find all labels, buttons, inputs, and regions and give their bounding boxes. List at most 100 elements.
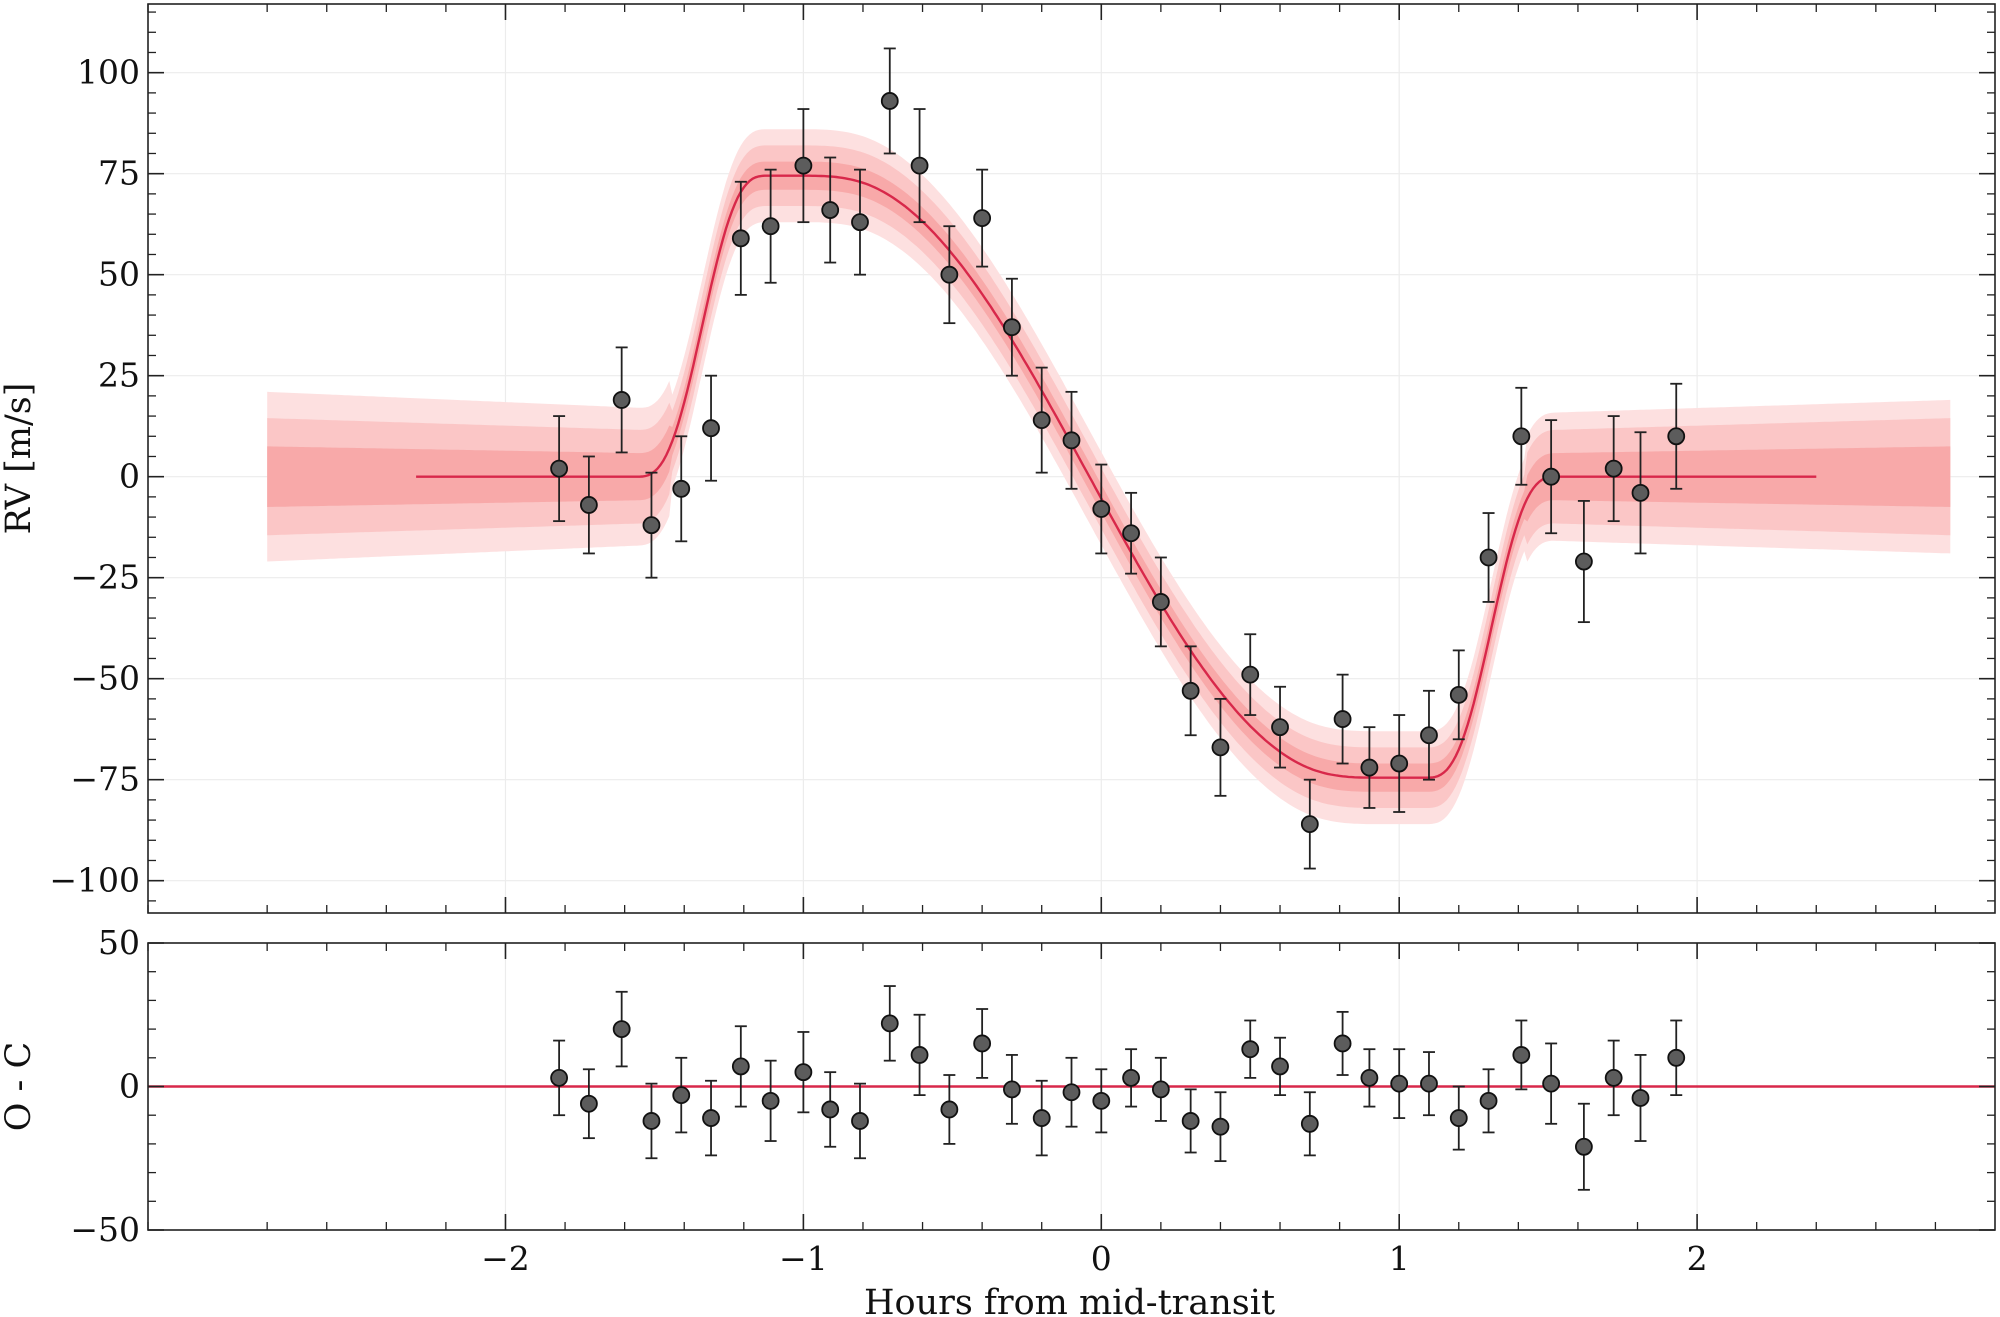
rv-point bbox=[1574, 500, 1593, 624]
model-line bbox=[416, 174, 1817, 779]
rv-marker bbox=[612, 391, 631, 409]
oc-marker bbox=[761, 1091, 780, 1110]
bottom-x-tick-label: 1 bbox=[1389, 1239, 1410, 1278]
rv-point bbox=[672, 435, 691, 543]
rv-marker bbox=[1211, 738, 1230, 757]
oc-point bbox=[1092, 1068, 1111, 1134]
oc-point bbox=[731, 1025, 750, 1108]
model-curve bbox=[416, 174, 1817, 779]
oc-marker bbox=[1300, 1114, 1319, 1133]
top-y-tick-label: −25 bbox=[70, 558, 140, 597]
oc-point bbox=[642, 1082, 661, 1160]
rv-point bbox=[612, 346, 631, 454]
oc-point bbox=[579, 1068, 598, 1140]
top-y-tick-label: 0 bbox=[119, 457, 140, 496]
oc-marker bbox=[1062, 1083, 1081, 1102]
oc-point bbox=[1181, 1088, 1200, 1154]
rv-marker bbox=[1241, 665, 1260, 684]
residual-data-points bbox=[550, 985, 1686, 1191]
oc-marker bbox=[1667, 1048, 1686, 1067]
oc-marker bbox=[1512, 1046, 1531, 1064]
rv-point bbox=[1360, 726, 1379, 809]
rv-point bbox=[731, 180, 750, 296]
rv-marker bbox=[821, 201, 840, 219]
rv-marker bbox=[1032, 411, 1051, 430]
rv-point bbox=[880, 47, 899, 155]
rv-marker bbox=[1122, 524, 1140, 543]
oc-marker bbox=[1479, 1091, 1498, 1110]
rv-point bbox=[1390, 714, 1409, 813]
oc-marker bbox=[851, 1112, 869, 1130]
rv-marker bbox=[1062, 431, 1081, 450]
oc-marker bbox=[1449, 1109, 1468, 1127]
rv-point bbox=[1512, 386, 1531, 486]
top-plot-frame bbox=[147, 3, 1996, 914]
oc-marker bbox=[1271, 1057, 1289, 1076]
rv-marker bbox=[1003, 318, 1021, 337]
oc-marker bbox=[973, 1034, 992, 1053]
oc-marker bbox=[1390, 1074, 1409, 1093]
oc-marker bbox=[880, 1014, 899, 1033]
oc-marker bbox=[1574, 1137, 1593, 1156]
rv-marker bbox=[794, 156, 813, 175]
rv-point bbox=[1333, 673, 1352, 765]
rv-point bbox=[579, 455, 598, 555]
oc-point bbox=[1449, 1085, 1468, 1151]
rv-point bbox=[1449, 649, 1468, 741]
rv-marker bbox=[550, 459, 569, 478]
oc-point bbox=[672, 1056, 691, 1134]
top-y-tick-label: −50 bbox=[70, 659, 140, 698]
rv-marker bbox=[642, 516, 661, 535]
oc-point bbox=[1003, 1054, 1021, 1125]
bottom-ticks bbox=[147, 942, 1995, 1231]
rv-point bbox=[761, 168, 780, 284]
oc-point bbox=[1631, 1054, 1650, 1142]
rv-marker bbox=[1092, 500, 1111, 518]
rv-point bbox=[1604, 415, 1623, 523]
oc-point bbox=[1542, 1042, 1561, 1125]
rv-point bbox=[1092, 463, 1111, 555]
rv-marker bbox=[761, 217, 780, 236]
oc-point bbox=[612, 990, 631, 1068]
oc-marker bbox=[550, 1068, 569, 1087]
oc-point bbox=[1390, 1048, 1409, 1119]
top-tick-labels: −100 −75 −50 −25 0 25 50 75 100 bbox=[49, 53, 140, 900]
top-y-tick-label: −75 bbox=[70, 760, 140, 799]
band-outer bbox=[267, 129, 1951, 825]
oc-marker bbox=[940, 1100, 959, 1119]
top-y-tick-label: −100 bbox=[49, 861, 140, 900]
top-ticks bbox=[147, 4, 1995, 913]
rv-marker bbox=[1512, 427, 1531, 446]
oc-marker bbox=[910, 1046, 929, 1064]
top-y-tick-label: 75 bbox=[98, 154, 140, 193]
oc-point bbox=[1667, 1019, 1686, 1097]
rv-marker bbox=[910, 156, 929, 175]
rv-marker bbox=[1604, 459, 1623, 478]
oc-point bbox=[1241, 1019, 1260, 1079]
oc-point bbox=[821, 1071, 840, 1148]
bottom-panel: −2 −1 0 1 2 −50 0 50 O - C Hours from mid-trans… bbox=[0, 923, 1996, 1317]
oc-marker bbox=[1333, 1034, 1352, 1053]
rv-marker bbox=[1333, 710, 1352, 728]
oc-point bbox=[1122, 1048, 1140, 1108]
oc-marker bbox=[1003, 1080, 1021, 1099]
rv-marker bbox=[579, 496, 598, 514]
oc-point bbox=[851, 1082, 869, 1160]
rv-point bbox=[1542, 419, 1561, 535]
top-y-tick-label: 25 bbox=[98, 356, 140, 395]
rv-point bbox=[821, 156, 840, 264]
top-y-axis-label: RV [m/s] bbox=[0, 383, 39, 535]
rv-point bbox=[1631, 431, 1650, 555]
rv-point bbox=[1241, 633, 1260, 716]
oc-point bbox=[550, 1039, 569, 1117]
oc-point bbox=[1300, 1091, 1319, 1157]
rv-marker bbox=[940, 265, 959, 284]
oc-point bbox=[1420, 1051, 1438, 1117]
rv-marker bbox=[1574, 552, 1593, 571]
rv-point bbox=[550, 415, 569, 523]
oc-point bbox=[1512, 1019, 1531, 1091]
oc-marker bbox=[1604, 1068, 1623, 1087]
bottom-x-tick-label: −2 bbox=[481, 1239, 530, 1278]
oc-point bbox=[1032, 1079, 1051, 1157]
